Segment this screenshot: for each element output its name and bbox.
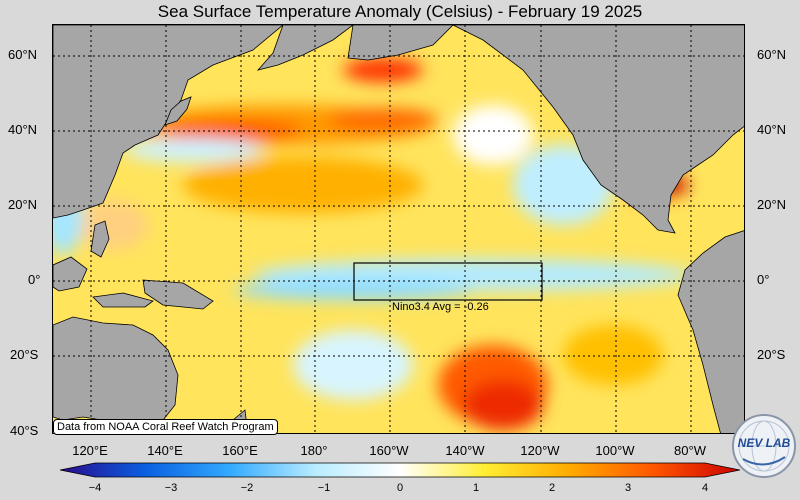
lon-label-100w: 100°W bbox=[595, 443, 635, 458]
sst-anomaly-map bbox=[52, 24, 745, 434]
colorbar-tick-minus3: −3 bbox=[164, 482, 178, 494]
colorbar-tick-minus4: −4 bbox=[88, 482, 102, 494]
lon-label-160w: 160°W bbox=[369, 443, 409, 458]
colorbar-tick-0: 0 bbox=[396, 482, 404, 494]
land-masses bbox=[53, 25, 744, 433]
map-title: Sea Surface Temperature Anomaly (Celsius… bbox=[157, 2, 643, 21]
nino34-box bbox=[353, 262, 543, 301]
colorbar-tick-2: 2 bbox=[548, 482, 556, 494]
lon-label-120w: 120°W bbox=[520, 443, 560, 458]
lon-label-140w: 140°W bbox=[445, 443, 485, 458]
colorbar-gradient bbox=[60, 462, 740, 478]
lat-label-60n-left: 60°N bbox=[8, 47, 38, 62]
lat-label-20s-right: 20°S bbox=[757, 347, 786, 362]
colorbar-tick-4: 4 bbox=[701, 482, 709, 494]
lon-label-160e: 160°E bbox=[222, 443, 258, 458]
lon-label-180: 180° bbox=[300, 443, 328, 458]
lat-label-60n-right: 60°N bbox=[757, 47, 787, 62]
lon-label-140e: 140°E bbox=[147, 443, 183, 458]
colorbar-tick-minus2: −2 bbox=[240, 482, 254, 494]
colorbar-tick-1: 1 bbox=[472, 482, 480, 494]
lat-label-40s-left: 40°S bbox=[10, 423, 39, 438]
data-source-note: Data from NOAA Coral Reef Watch Program bbox=[53, 419, 278, 435]
lat-label-40n-left: 40°N bbox=[8, 122, 38, 137]
colorbar-tick-3: 3 bbox=[624, 482, 632, 494]
gridlines bbox=[53, 25, 744, 433]
colorbar bbox=[60, 462, 740, 478]
lat-label-eq-right: 0° bbox=[757, 272, 770, 287]
lon-label-80w: 80°W bbox=[674, 443, 706, 458]
lat-label-20n-right: 20°N bbox=[757, 197, 787, 212]
nino34-average-label: Nino3.4 Avg = -0.26 bbox=[392, 301, 489, 313]
colorbar-tick-minus1: −1 bbox=[317, 482, 331, 494]
lat-label-eq-left: 0° bbox=[28, 272, 41, 287]
lat-label-40n-right: 40°N bbox=[757, 122, 787, 137]
lat-label-20n-left: 20°N bbox=[8, 197, 38, 212]
lon-label-120e: 120°E bbox=[72, 443, 108, 458]
nevlab-globe-icon: NEV LAB bbox=[732, 414, 796, 478]
lat-label-20s-left: 20°S bbox=[10, 347, 39, 362]
logo-text: NEV LAB bbox=[738, 436, 791, 450]
